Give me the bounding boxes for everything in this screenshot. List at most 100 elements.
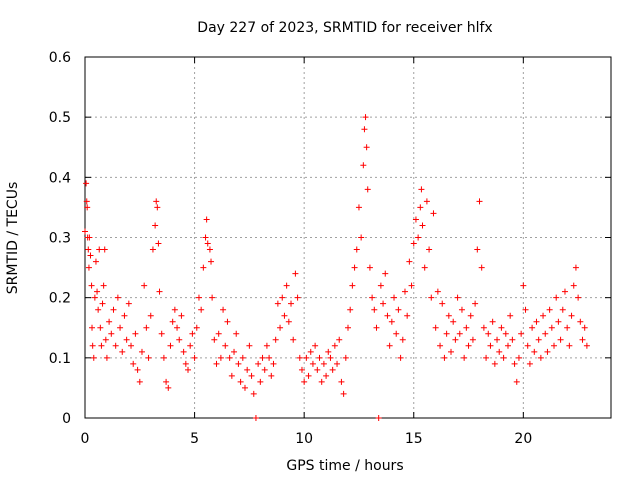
data-point (94, 288, 101, 295)
data-point (83, 180, 90, 187)
x-tick-labels: 0 5 10 15 20 (81, 431, 533, 447)
data-point (363, 144, 370, 151)
data-point (434, 288, 441, 295)
data-point (200, 264, 207, 271)
data-point (494, 336, 501, 343)
data-point (388, 318, 395, 325)
data-point (134, 366, 141, 373)
data-point (345, 324, 351, 331)
data-point (570, 282, 577, 289)
data-point (270, 360, 277, 367)
data-point (373, 324, 380, 331)
data-point (404, 312, 411, 319)
data-point (125, 300, 132, 307)
data-point (564, 324, 571, 331)
data-point (155, 240, 162, 247)
data-point (84, 204, 91, 211)
data-point (103, 354, 110, 361)
data-point (351, 264, 358, 271)
data-point (529, 324, 536, 331)
data-point (204, 240, 211, 247)
data-point (441, 354, 448, 361)
data-point (294, 294, 301, 301)
data-point (386, 342, 393, 349)
x-tick-label: 10 (295, 431, 313, 447)
data-point (496, 348, 503, 355)
data-point (163, 378, 170, 385)
data-point (583, 342, 590, 349)
data-point (86, 234, 93, 241)
data-point (208, 258, 215, 265)
data-point (220, 306, 227, 313)
data-point (469, 336, 476, 343)
data-point (338, 378, 345, 385)
data-point (202, 234, 209, 241)
data-point (296, 354, 303, 361)
data-point (85, 264, 92, 271)
data-point (579, 336, 586, 343)
data-point (248, 372, 255, 379)
data-point (237, 378, 244, 385)
data-point (551, 342, 558, 349)
data-point (559, 306, 566, 313)
data-point (553, 294, 560, 301)
data-point (353, 246, 360, 253)
data-point (246, 342, 253, 349)
data-point (544, 348, 551, 355)
data-point (358, 234, 365, 241)
y-tick-label: 0.2 (49, 291, 71, 307)
data-point (445, 312, 452, 319)
data-point (99, 300, 106, 307)
data-point (224, 318, 231, 325)
data-point (305, 372, 312, 379)
data-point (465, 342, 472, 349)
data-point (101, 246, 108, 253)
data-point (283, 282, 290, 289)
data-point (526, 360, 533, 367)
data-point (418, 186, 425, 193)
data-point (244, 366, 251, 373)
data-point (195, 294, 202, 301)
data-point (426, 246, 433, 253)
data-point (279, 294, 286, 301)
data-point (274, 300, 281, 307)
data-point (160, 354, 167, 361)
data-point (423, 198, 430, 205)
data-point (432, 324, 439, 331)
data-point (187, 342, 194, 349)
data-point (355, 204, 362, 211)
data-point (138, 348, 145, 355)
data-point (463, 324, 470, 331)
y-tick-label: 0.1 (49, 351, 71, 367)
data-point (540, 312, 547, 319)
data-point (191, 354, 198, 361)
data-point (485, 330, 492, 337)
data-point (548, 324, 555, 331)
data-point (241, 384, 248, 391)
data-point (182, 360, 189, 367)
data-point (132, 330, 139, 337)
data-point (375, 415, 382, 421)
data-point (255, 360, 262, 367)
data-point (491, 360, 498, 367)
data-point (108, 330, 115, 337)
data-point (268, 372, 275, 379)
data-point (380, 300, 387, 307)
data-point (149, 246, 156, 253)
data-point (336, 336, 343, 343)
data-point (347, 306, 354, 313)
y-tick-label: 0.4 (49, 170, 71, 186)
data-point (406, 258, 413, 265)
data-point (165, 384, 172, 391)
data-point (342, 354, 349, 361)
data-point (110, 306, 117, 313)
x-tick-label: 20 (514, 431, 532, 447)
data-point (193, 324, 200, 331)
data-point (401, 288, 408, 295)
data-point (281, 312, 288, 319)
data-point (377, 282, 384, 289)
data-point (272, 336, 279, 343)
data-point (476, 198, 483, 205)
data-point (185, 366, 192, 373)
data-point (334, 360, 341, 367)
